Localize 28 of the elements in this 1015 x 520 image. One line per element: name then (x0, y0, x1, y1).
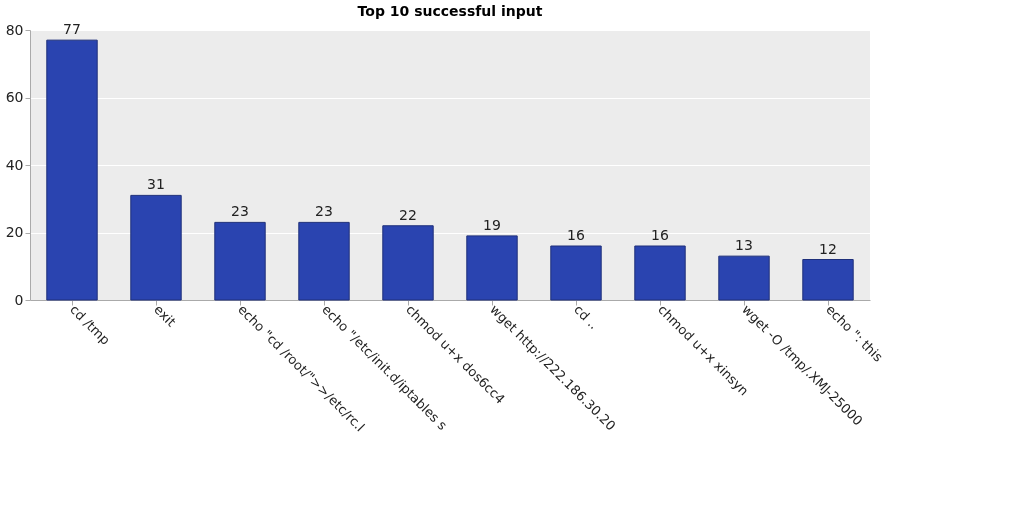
chart-title: Top 10 successful input (357, 3, 543, 19)
bar (130, 194, 182, 301)
data-label: 23 (315, 203, 333, 220)
y-tick-label: 20 (5, 224, 24, 240)
data-label: 13 (735, 237, 753, 254)
data-label: 16 (651, 227, 669, 243)
bar (550, 245, 602, 301)
bar (466, 235, 518, 301)
data-label: 16 (567, 227, 585, 243)
bar (214, 221, 266, 301)
bar (382, 225, 434, 301)
data-label: 77 (63, 21, 81, 38)
data-label: 12 (819, 240, 837, 257)
y-tick-label: 0 (14, 291, 24, 308)
bar (802, 259, 854, 301)
y-tick-label: 40 (5, 156, 24, 173)
bar (298, 221, 350, 301)
x-tick-label: exit (151, 301, 179, 330)
y-tick-label: 60 (5, 89, 24, 105)
data-label: 31 (147, 176, 165, 193)
data-label: 22 (399, 206, 417, 223)
x-tick-label: cd .. (571, 301, 602, 333)
data-label: 19 (483, 216, 501, 233)
data-label: 23 (231, 203, 249, 220)
bar (634, 245, 686, 301)
bar (46, 39, 98, 301)
bar (718, 255, 770, 301)
y-tick-label: 80 (5, 21, 24, 38)
